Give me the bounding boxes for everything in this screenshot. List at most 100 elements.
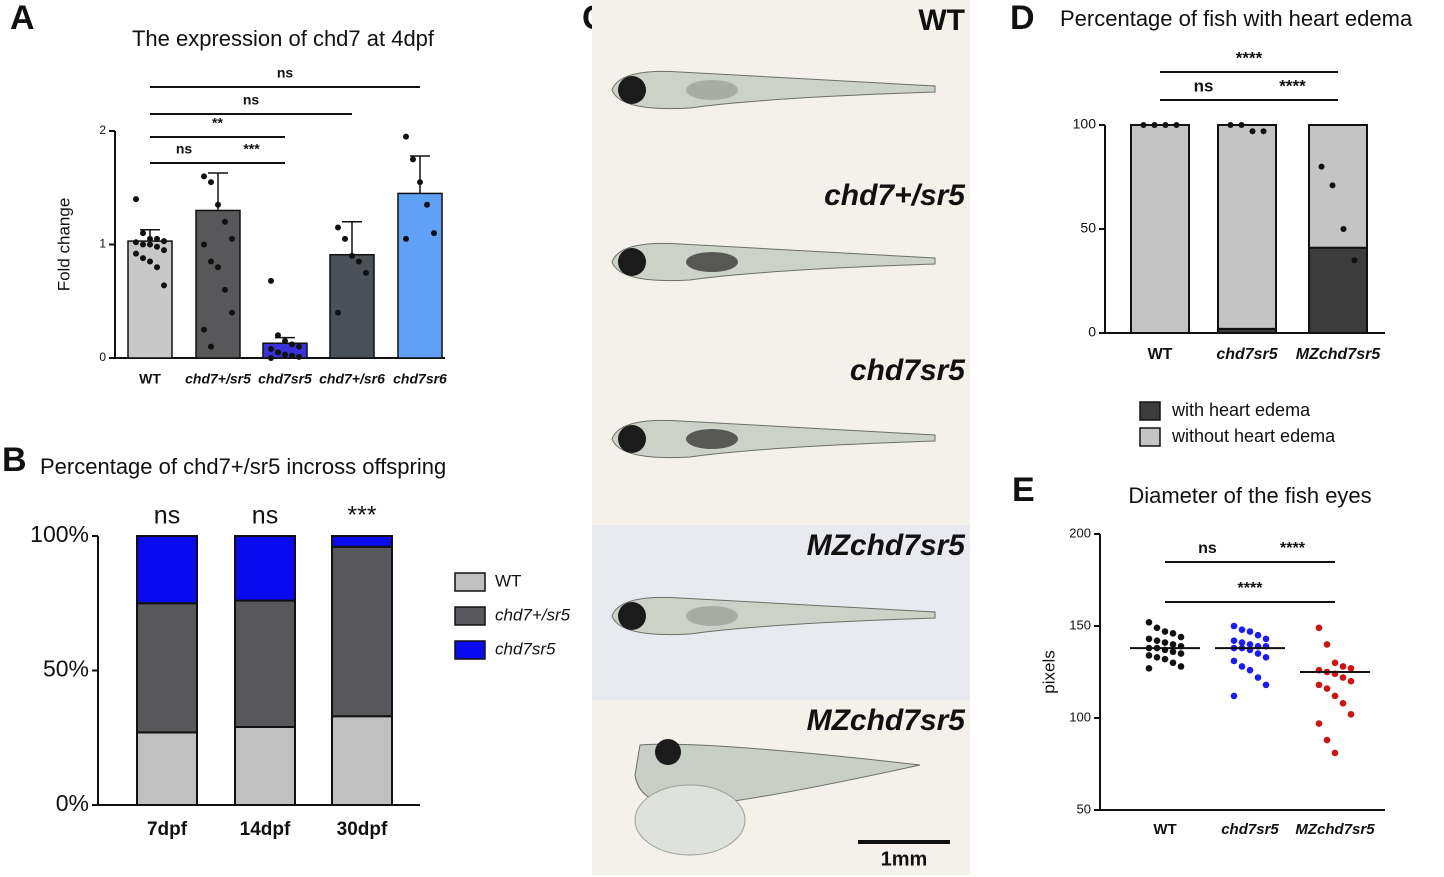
data-point: [296, 353, 302, 360]
data-point: [1151, 122, 1158, 128]
data-point: [1260, 128, 1267, 135]
data-point: [363, 269, 369, 276]
bar-segment: [136, 535, 198, 605]
data-point: [1315, 681, 1323, 689]
legend-swatch: [1139, 427, 1161, 447]
significance-label: ns: [154, 502, 180, 530]
legend-label: with heart edema: [1171, 400, 1311, 420]
data-point: [289, 352, 295, 359]
y-tick-label: 2: [99, 123, 106, 137]
x-tick-label: 7dpf: [147, 819, 188, 840]
y-tick-label: 50%: [43, 656, 89, 682]
data-point: [1246, 666, 1254, 674]
yolk: [686, 606, 738, 626]
panel-label: A: [10, 0, 35, 37]
larva-eye: [618, 425, 646, 453]
data-point: [335, 224, 341, 231]
legend-label: chd7+/sr5: [495, 605, 571, 624]
bar-segment: [234, 535, 296, 602]
data-point: [154, 235, 160, 242]
data-point: [1347, 711, 1355, 718]
data-point: [1249, 128, 1256, 135]
data-point: [133, 239, 139, 246]
x-tick-label: chd7+/sr5: [185, 371, 251, 387]
data-point: [1318, 163, 1325, 170]
scale-bar-label: 1mm: [881, 848, 928, 870]
data-point: [140, 241, 146, 248]
genotype-caption: MZchd7sr5: [807, 529, 967, 562]
data-point: [282, 351, 288, 358]
chart-title: Percentage of chd7+/sr5 incross offsprin…: [40, 454, 446, 479]
data-point: [201, 241, 207, 248]
x-tick-label: chd7sr6: [393, 371, 447, 387]
data-point: [222, 218, 228, 225]
larva-body: [611, 419, 936, 459]
data-point: [403, 235, 409, 242]
y-tick-label: 0: [1088, 324, 1096, 340]
data-point: [335, 309, 341, 316]
data-point: [1161, 639, 1169, 646]
larva-body: [611, 70, 936, 110]
data-point: [1145, 652, 1153, 659]
bar-segment: [1308, 124, 1368, 249]
data-point: [1230, 692, 1238, 700]
x-tick-label: chd7sr5: [1216, 346, 1278, 363]
bar-segment: [234, 725, 296, 806]
data-point: [215, 264, 221, 271]
y-tick-label: 0: [99, 350, 106, 364]
data-point: [268, 345, 274, 352]
data-point: [1351, 257, 1358, 264]
data-point: [1329, 182, 1336, 189]
legend-swatch: [454, 606, 486, 626]
significance-label: ns: [252, 502, 278, 530]
data-point: [201, 326, 207, 333]
data-point: [1331, 692, 1339, 700]
chart-title: Percentage of fish with heart edema: [1060, 6, 1413, 31]
chart-title: The expression of chd7 at 4dpf: [132, 26, 435, 51]
data-point: [289, 341, 295, 348]
x-tick-label: WT: [1148, 346, 1173, 363]
panel-label: E: [1012, 471, 1035, 509]
x-tick-label: 14dpf: [240, 819, 291, 840]
data-point: [147, 241, 153, 248]
y-tick-label: 200: [1069, 525, 1091, 540]
edema: [634, 784, 746, 856]
data-point: [424, 201, 430, 208]
bar-segment: [1308, 246, 1368, 334]
data-point: [1262, 653, 1270, 661]
bar-segment: [331, 535, 393, 548]
data-point: [201, 173, 207, 180]
data-point: [1238, 626, 1246, 633]
data-point: [147, 258, 153, 265]
larva-body: [611, 596, 936, 636]
yolk: [686, 80, 738, 100]
bar-segment: [136, 602, 198, 734]
legend-label: chd7sr5: [495, 639, 556, 658]
significance-label: ***: [243, 141, 260, 157]
data-point: [1173, 122, 1180, 128]
y-tick-label: 50: [1080, 220, 1096, 236]
data-point: [1161, 628, 1169, 635]
data-point: [268, 355, 274, 361]
significance-label: ****: [1238, 580, 1264, 597]
x-tick-label: chd7+/sr6: [319, 371, 385, 387]
data-point: [1230, 637, 1238, 645]
data-point: [215, 201, 221, 208]
larva-eye: [655, 739, 681, 765]
data-point: [1254, 631, 1262, 639]
data-point: [1347, 677, 1355, 685]
significance-label: ****: [1279, 76, 1306, 95]
panel-label: B: [2, 441, 27, 479]
significance-label: ****: [1236, 48, 1263, 67]
bar: [195, 209, 241, 359]
data-point: [431, 230, 437, 237]
x-tick-label: WT: [139, 371, 161, 387]
data-point: [1145, 665, 1153, 672]
data-point: [1169, 648, 1177, 656]
bar-segment: [1217, 124, 1277, 330]
data-point: [1331, 749, 1339, 757]
data-point: [268, 277, 274, 284]
significance-label: ns: [176, 141, 193, 157]
y-tick-label: 100: [1073, 116, 1097, 132]
yolk: [686, 252, 738, 272]
